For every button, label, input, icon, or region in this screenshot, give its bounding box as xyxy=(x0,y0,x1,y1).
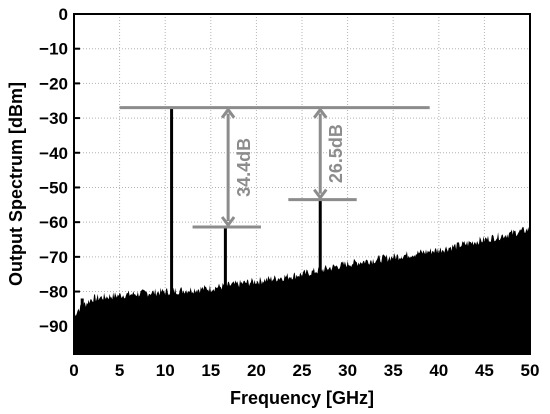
x-axis-title: Frequency [GHz] xyxy=(230,388,374,408)
x-tick-label: 25 xyxy=(293,361,312,380)
y-axis-title: Output Spectrum [dBm] xyxy=(6,82,26,286)
spur-group xyxy=(80,107,322,354)
y-tick-label: −90 xyxy=(39,317,68,336)
annotation-arrow-head xyxy=(220,216,236,228)
x-tick-label: 35 xyxy=(384,361,403,380)
y-tick-label: −10 xyxy=(39,40,68,59)
y-tick-label: −70 xyxy=(39,248,68,267)
x-tick-label: 30 xyxy=(338,361,357,380)
x-tick-label: 10 xyxy=(156,361,175,380)
annotation-arrow-head xyxy=(313,188,328,201)
x-tick-label: 45 xyxy=(475,361,494,380)
annotation-group: 34.4dB 26.5dB xyxy=(220,107,346,228)
y-tick-label: 0 xyxy=(59,5,68,24)
reference-level-group xyxy=(119,106,430,229)
y-tick-label: −50 xyxy=(39,178,68,197)
y-tick-label: −30 xyxy=(39,109,68,128)
noise-floor-area xyxy=(74,226,530,354)
y-tick-label: −20 xyxy=(39,74,68,93)
x-tick-label: 0 xyxy=(69,361,78,380)
y-tick-label: −40 xyxy=(39,144,68,163)
annotation-label: 26.5dB xyxy=(326,124,346,183)
noise-floor-group xyxy=(74,226,530,354)
x-tick-label: 15 xyxy=(201,361,220,380)
annotation-arrow-head xyxy=(313,107,328,119)
y-tick-label: −80 xyxy=(39,283,68,302)
tick-group: 0 5 10 15 20 25 30 35 40 45 50 0 −10 −20 −30 −40 −50 −60 −… xyxy=(39,5,539,380)
y-tick-label: −60 xyxy=(39,213,68,232)
annotation-arrow-head xyxy=(220,107,236,119)
x-tick-label: 5 xyxy=(115,361,124,380)
x-tick-label: 20 xyxy=(247,361,266,380)
x-tick-label: 50 xyxy=(521,361,540,380)
x-tick-label: 40 xyxy=(429,361,448,380)
annotation-label: 34.4dB xyxy=(234,138,254,197)
